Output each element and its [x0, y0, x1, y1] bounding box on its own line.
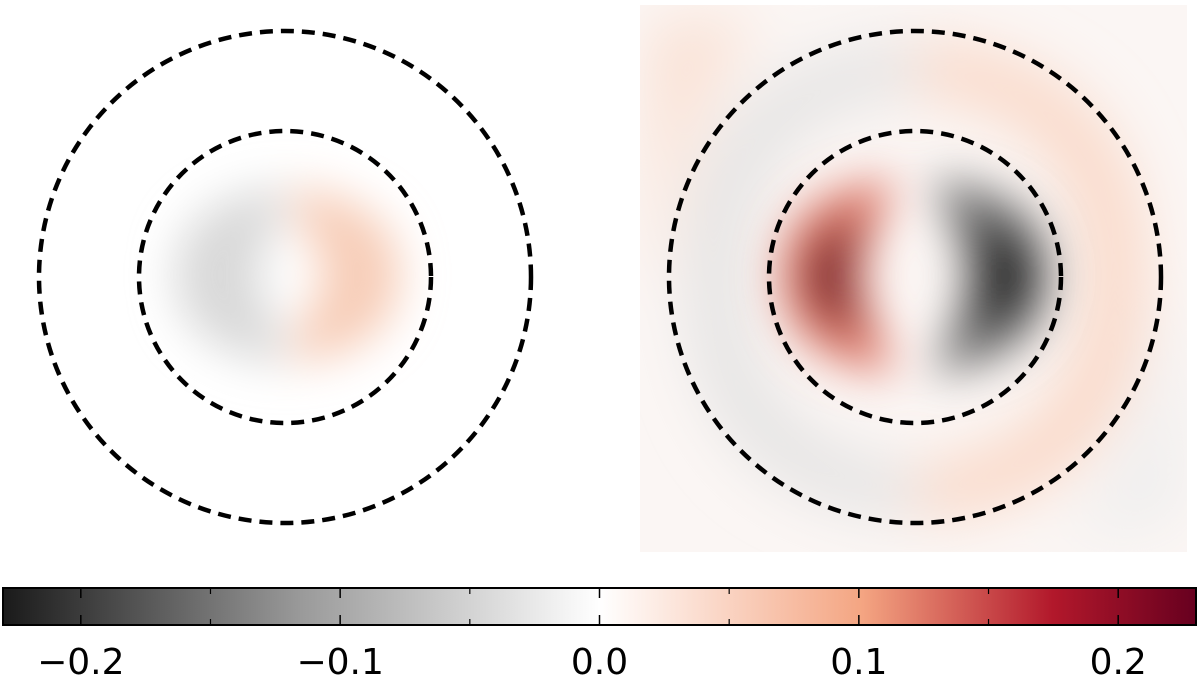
- right-outer-ring: [650, 20, 1180, 540]
- right-panel: [640, 5, 1187, 552]
- right-inner-lobes: [780, 178, 1050, 375]
- colorbar: −0.2 −0.1 0.0 0.1 0.2: [2, 587, 1197, 682]
- left-outer-dashed-circle: [36, 28, 534, 526]
- right-negative-lobe-core: [965, 215, 1035, 335]
- right-positive-lobe-core: [805, 215, 865, 335]
- right-ring-positive: [918, 45, 1140, 515]
- left-inner-dashed-circle: [136, 128, 434, 426]
- left-heatmap: [175, 185, 400, 365]
- colorbar-tick-label: 0.2: [1090, 642, 1147, 682]
- right-inner-dashed-circle: [766, 128, 1064, 426]
- left-panel: [36, 28, 534, 526]
- colorbar-tick-label: −0.1: [296, 642, 383, 682]
- right-ring-negative: [690, 45, 913, 515]
- colorbar-ticks: [80, 588, 1119, 625]
- left-negative-lobe: [175, 185, 283, 365]
- colorbar-tick-labels: −0.2 −0.1 0.0 0.1 0.2: [37, 642, 1147, 682]
- colorbar-tick-label: 0.0: [571, 642, 628, 682]
- colorbar-tick-label: −0.2: [37, 642, 124, 682]
- right-corner-positive-right: [1060, 300, 1180, 540]
- colorbar-tick-label: 0.1: [830, 642, 887, 682]
- left-positive-lobe: [290, 185, 400, 365]
- right-outer-dashed-circle: [666, 28, 1164, 526]
- right-corner-positive-left: [650, 20, 760, 280]
